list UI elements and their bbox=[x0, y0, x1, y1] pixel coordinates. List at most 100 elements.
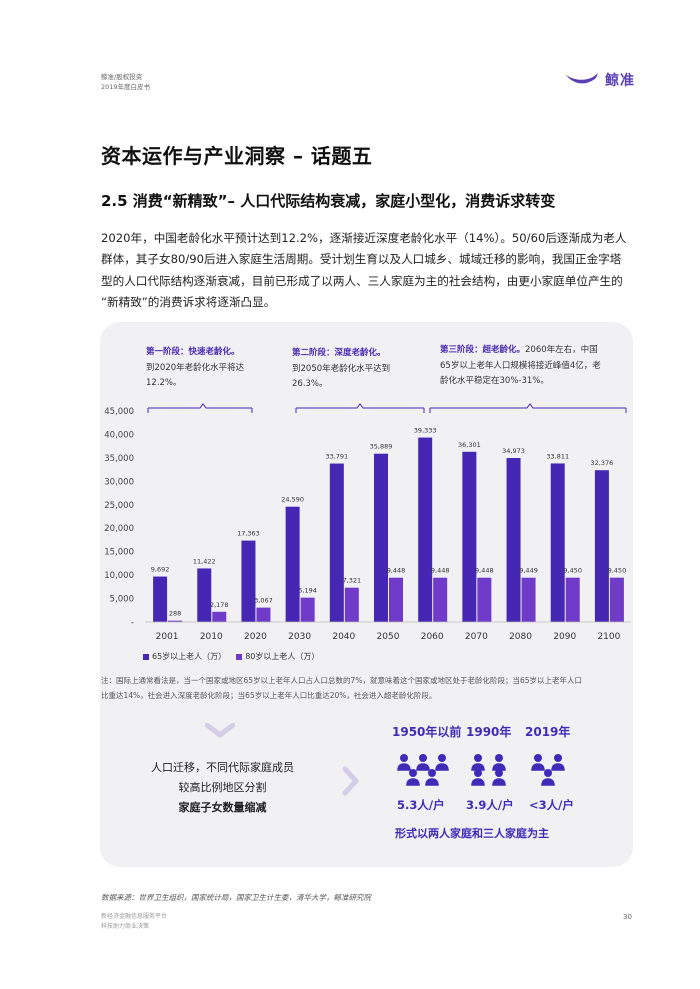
data-label-80plus: 288 bbox=[169, 610, 181, 618]
data-source: 数据来源：世界卫生组织，国家统计局，国家卫生计生委，清华大学，鲸准研究院 bbox=[101, 893, 371, 902]
x-tick-label: 2080 bbox=[509, 632, 532, 642]
brand-logo: 鲸准 bbox=[565, 70, 635, 90]
era-label: 2019年 bbox=[525, 725, 571, 739]
footer-text: 新经济金融信息服务平台 科技助力商业决策 bbox=[101, 912, 167, 932]
person-body bbox=[531, 763, 545, 771]
data-label-65plus: 36,301 bbox=[458, 441, 481, 449]
data-label-80plus: 7,321 bbox=[343, 577, 362, 585]
bar-80plus bbox=[521, 577, 536, 622]
legend-label-80plus: 80岁以上老人（万） bbox=[245, 652, 320, 661]
bar-65plus bbox=[241, 540, 256, 622]
paragraph-line: 型的人口代际结构逐渐衰减，目前已形成了以两人、三人家庭为主的社会结构，由更小家庭… bbox=[101, 273, 623, 288]
data-label-65plus: 33,811 bbox=[546, 452, 569, 460]
family-5-people-icon bbox=[397, 754, 449, 786]
person-head bbox=[419, 754, 427, 762]
data-label-80plus: 9,448 bbox=[431, 567, 450, 575]
bar-65plus bbox=[329, 463, 344, 622]
bar-80plus bbox=[212, 611, 227, 622]
person-body bbox=[471, 778, 485, 786]
data-label-80plus: 3,067 bbox=[254, 597, 273, 605]
stage-1-line: 12.2%。 bbox=[146, 378, 182, 388]
family-change-text: 人口迁移，不同代际家庭成员 较高比例地区分割 家庭子女数量缩减 bbox=[120, 758, 325, 818]
bar-80plus bbox=[565, 577, 580, 622]
person-body bbox=[471, 763, 485, 771]
stage-2-title: 第二阶段：深度老龄化。 bbox=[292, 348, 386, 358]
stage-2-text: 第二阶段：深度老龄化。 到2050年老龄化水平达到 26.3%。 bbox=[292, 346, 432, 393]
y-tick-label: 30,000 bbox=[104, 477, 134, 487]
stage-3-title: 第三阶段：超老龄化。 bbox=[440, 345, 526, 355]
stage-1-line: 到2020年老龄化水平将达 bbox=[146, 362, 245, 373]
x-tick-label: 2001 bbox=[156, 632, 179, 642]
legend-label-65plus: 65岁以上老人（万） bbox=[152, 652, 227, 661]
era-label: 1950年以前 bbox=[392, 725, 462, 739]
data-label-65plus: 9,692 bbox=[151, 566, 170, 574]
person-head bbox=[409, 769, 417, 777]
intro-paragraph: 2020年，中国老龄化水平预计达到12.2%，逐渐接近深度老龄化水平（14%）。… bbox=[101, 228, 641, 313]
stage-1-text: 第一阶段：快速老龄化。 到2020年老龄化水平将达 12.2%。 bbox=[146, 345, 286, 392]
person-body bbox=[435, 763, 449, 771]
paragraph-line: “新精致”的消费诉求将逐渐凸显。 bbox=[101, 294, 276, 309]
bar-65plus bbox=[462, 451, 477, 622]
bar-80plus bbox=[256, 607, 271, 622]
bar-65plus bbox=[197, 568, 212, 622]
header-line-1: 鲸准/股权投资 bbox=[101, 73, 143, 81]
data-label-80plus: 9,448 bbox=[475, 567, 494, 575]
chevron-down-icon bbox=[205, 723, 235, 738]
page-title: 资本运作与产业洞察 – 话题五 bbox=[101, 144, 373, 168]
family-summary: 形式以两人家庭和三人家庭为主 bbox=[395, 827, 549, 840]
population-bar-chart: - 5,000 10,000 15,000 20,000 25,000 30,000 35,0… bbox=[104, 403, 631, 642]
bar-65plus bbox=[153, 576, 168, 622]
legend-item-80plus: 80岁以上老人（万） bbox=[236, 651, 319, 662]
bar-65plus bbox=[418, 437, 433, 622]
data-label-65plus: 17,363 bbox=[237, 530, 260, 538]
y-tick-label: 35,000 bbox=[104, 454, 134, 464]
y-tick-label: 25,000 bbox=[104, 501, 134, 511]
person-head bbox=[544, 769, 552, 777]
note-line: 比重达14%，社会进入深度老龄化阶段；当65岁以上老年人口比重达20%，社会进入… bbox=[101, 691, 437, 700]
bar-65plus bbox=[550, 463, 565, 622]
person-head bbox=[554, 754, 562, 762]
stage-brackets bbox=[147, 403, 627, 413]
data-label-80plus: 9,448 bbox=[387, 567, 406, 575]
data-label-65plus: 24,590 bbox=[281, 496, 304, 504]
family-line-bold: 家庭子女数量缩减 bbox=[178, 801, 267, 814]
x-tick-label: 2050 bbox=[377, 632, 400, 642]
stage-3-line: 65岁以上老年人口规模将接近峰值4亿，老 bbox=[440, 360, 601, 371]
data-label-65plus: 33,791 bbox=[325, 453, 348, 461]
person-body bbox=[492, 763, 506, 771]
y-tick-label: 10,000 bbox=[104, 571, 134, 581]
stage-3-title-tail: 2060年左右，中国 bbox=[525, 345, 598, 355]
chevron-right-icon bbox=[342, 766, 359, 796]
data-label-80plus: 9,450 bbox=[563, 567, 582, 575]
stage-bracket bbox=[295, 403, 425, 413]
household-size: 5.3人/户 bbox=[397, 798, 445, 812]
bar-65plus bbox=[594, 470, 609, 622]
data-label-80plus: 2,178 bbox=[210, 601, 229, 609]
data-label-80plus: 5,194 bbox=[298, 587, 317, 595]
bar-65plus bbox=[285, 506, 300, 622]
household-size: 3.9人/户 bbox=[466, 798, 514, 812]
x-tick-label: 2100 bbox=[597, 632, 620, 642]
footer-line-2: 科技助力商业决策 bbox=[101, 923, 150, 930]
doc-header: 鲸准/股权投资 2019年度白皮书 bbox=[101, 72, 150, 92]
section-title: 2.5 消费“新精致”– 人口代际结构衰减，家庭小型化，消费诉求转变 bbox=[101, 192, 556, 210]
family-3-people-icon bbox=[531, 754, 565, 786]
person-head bbox=[495, 754, 503, 762]
logo-text: 鲸准 bbox=[605, 73, 635, 89]
stage-bracket bbox=[147, 403, 253, 413]
data-label-80plus: 9,449 bbox=[519, 567, 538, 575]
bar-80plus bbox=[168, 620, 183, 622]
header-line-2: 2019年度白皮书 bbox=[101, 83, 151, 91]
data-label-65plus: 11,422 bbox=[193, 557, 216, 565]
y-tick-label: 40,000 bbox=[104, 430, 134, 440]
person-body bbox=[406, 778, 420, 786]
bar-65plus bbox=[506, 458, 521, 622]
data-label-65plus: 34,973 bbox=[502, 447, 525, 455]
y-tick-label: 15,000 bbox=[104, 548, 134, 558]
y-axis: - 5,000 10,000 15,000 20,000 25,000 30,000 35,0… bbox=[104, 407, 134, 628]
x-tick-label: 2010 bbox=[200, 632, 223, 642]
paragraph-line: 2020年，中国老龄化水平预计达到12.2%，逐渐接近深度老龄化水平（14%）。… bbox=[101, 231, 627, 245]
stage-3-line: 龄化水平稳定在30%-31%。 bbox=[440, 376, 549, 386]
legend-swatch-80plus bbox=[236, 653, 243, 660]
data-label-65plus: 35,889 bbox=[370, 443, 393, 451]
